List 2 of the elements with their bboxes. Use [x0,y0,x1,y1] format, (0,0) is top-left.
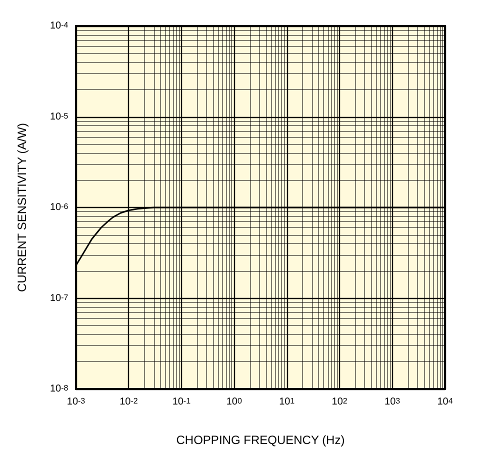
y-axis-title: CURRENT SENSITIVITY (A/W) [15,123,29,292]
x-axis-title: CHOPPING FREQUENCY (Hz) [176,433,345,447]
